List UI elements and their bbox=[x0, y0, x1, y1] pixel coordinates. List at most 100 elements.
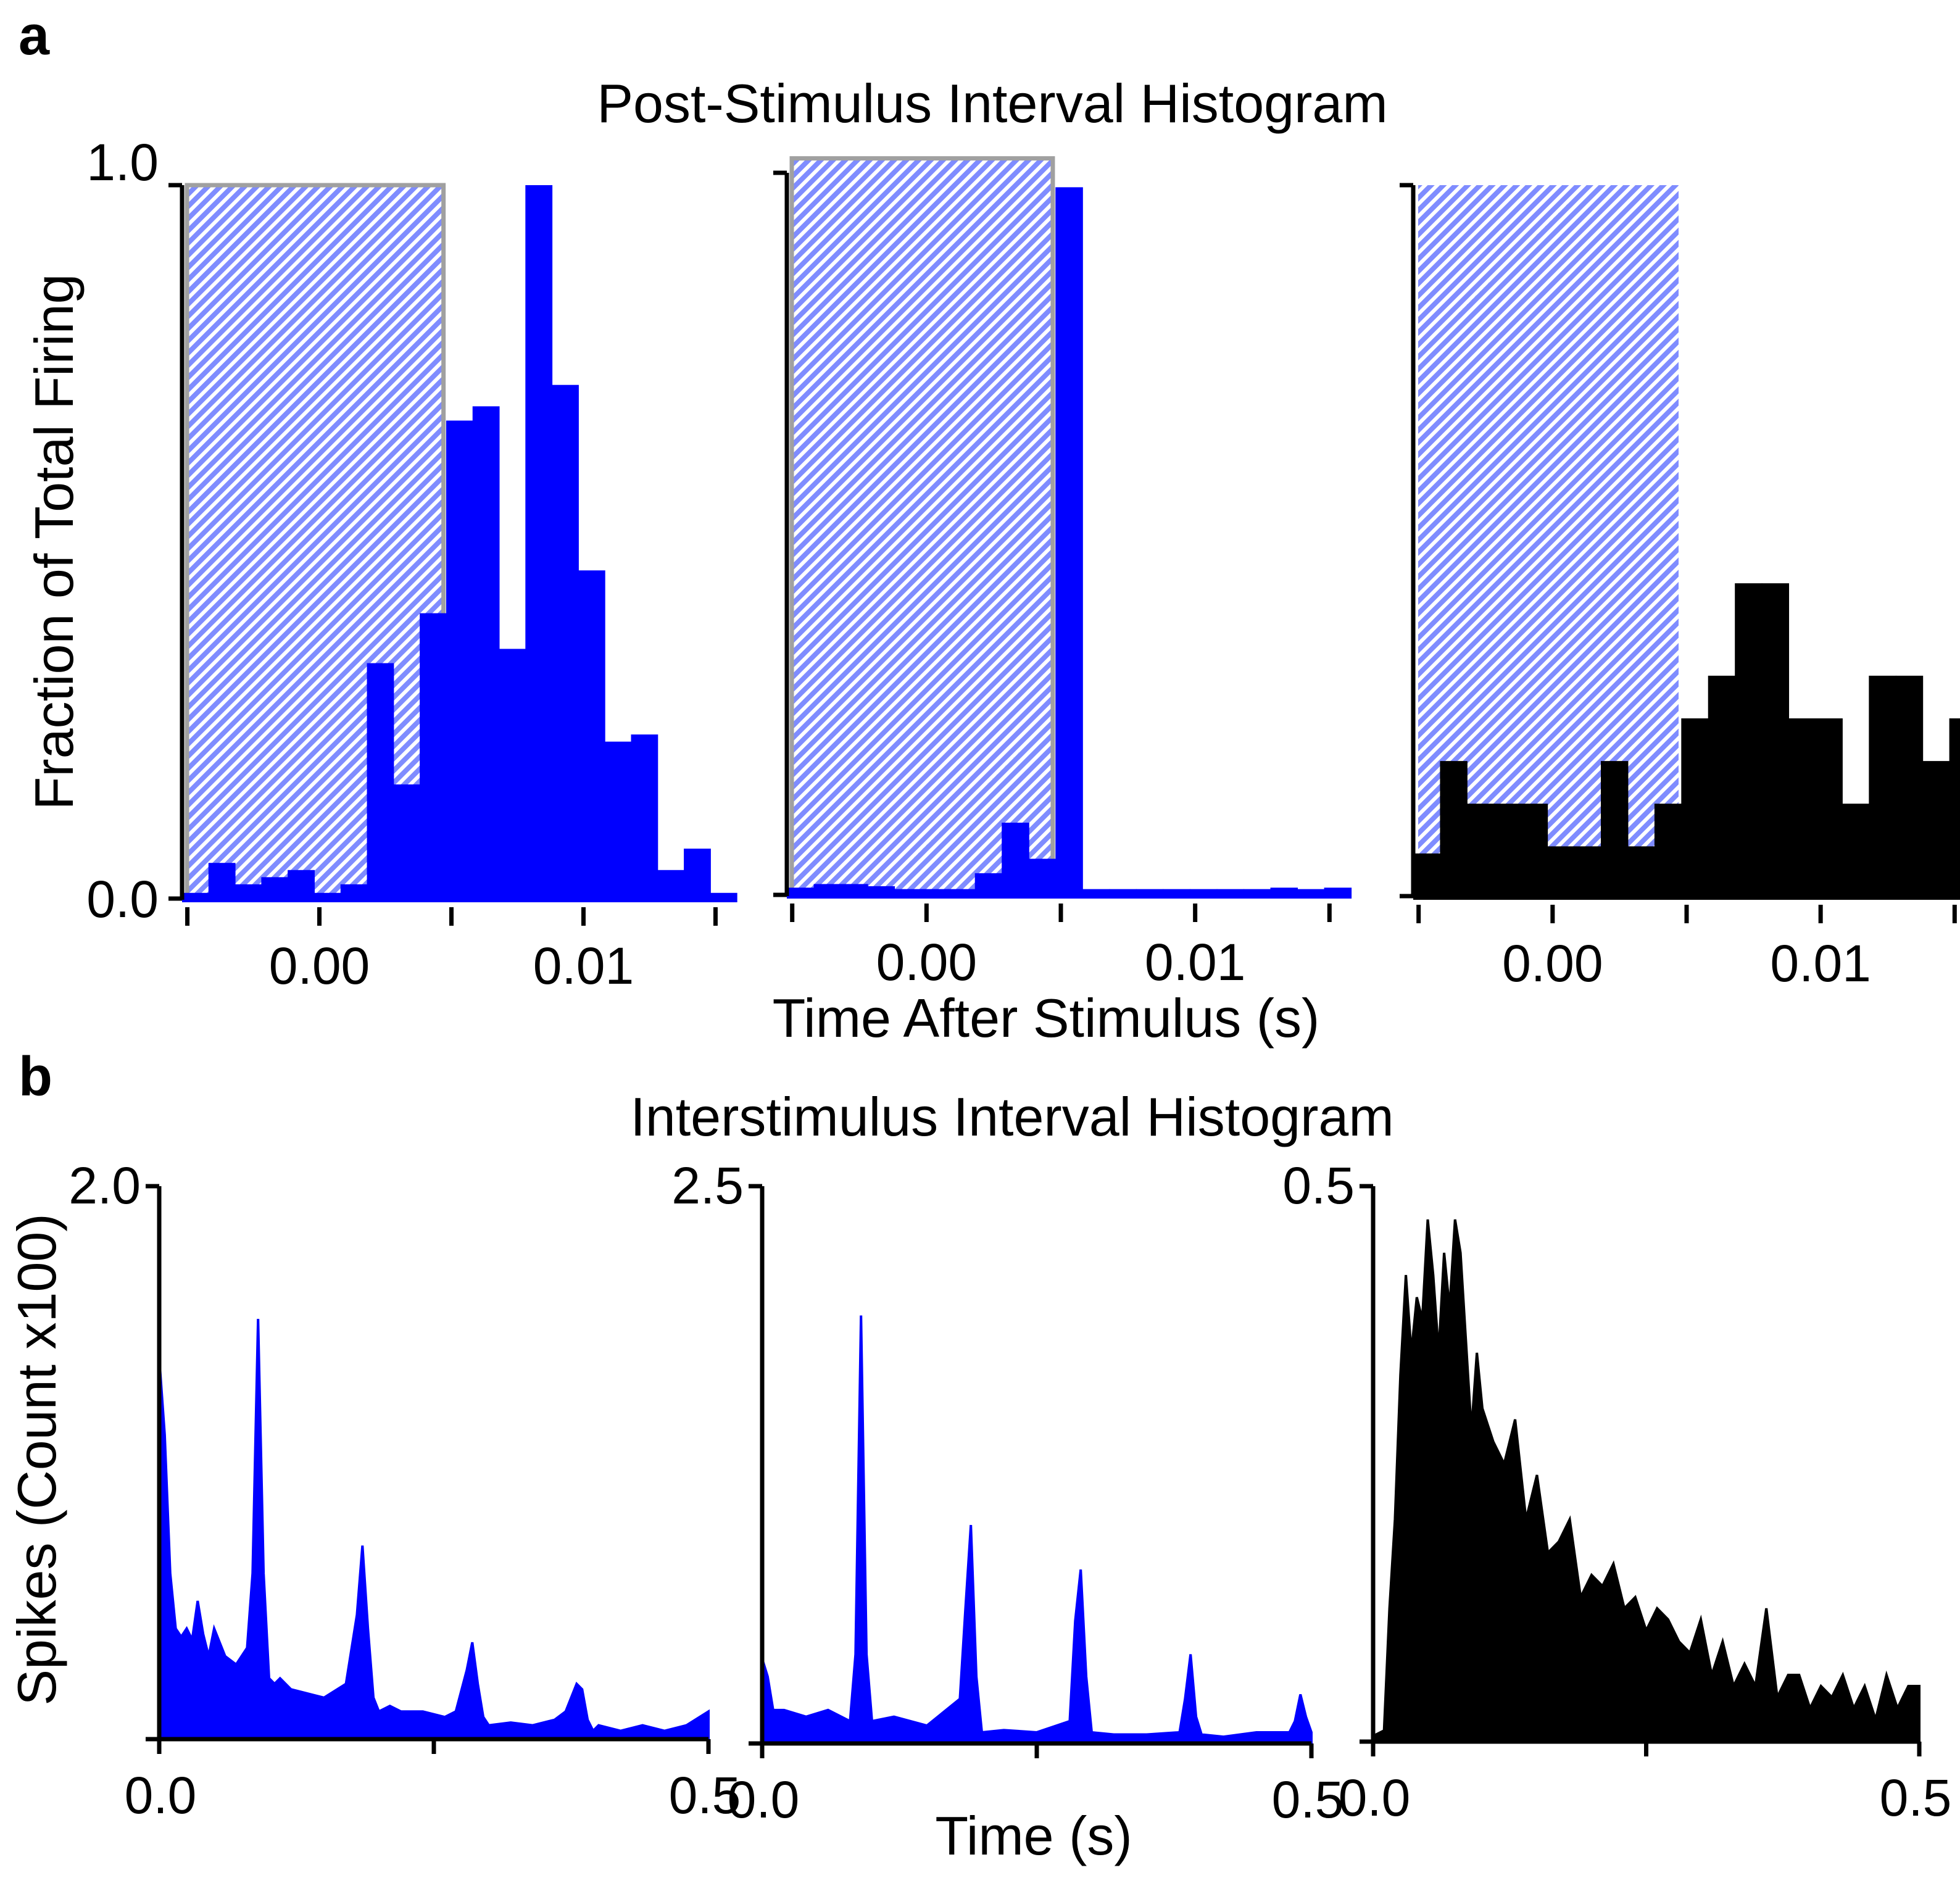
histogram-bar bbox=[1002, 823, 1029, 899]
histogram-bar bbox=[684, 849, 711, 902]
histogram-bar bbox=[1869, 675, 1896, 900]
histogram-bar bbox=[472, 406, 500, 902]
histogram-bar bbox=[1520, 804, 1548, 900]
histogram-bar bbox=[446, 420, 473, 902]
histogram-bar bbox=[420, 613, 447, 902]
stimulus-window bbox=[185, 183, 446, 901]
panel-b-xlabel: Time (s) bbox=[935, 1805, 1132, 1866]
chart-b-1: 0.0 0.5 2.0 bbox=[69, 1157, 741, 1824]
histogram-bar bbox=[393, 784, 421, 902]
histogram-bar bbox=[787, 887, 815, 899]
histogram-bar bbox=[921, 889, 949, 899]
histogram-bar bbox=[657, 870, 685, 902]
y-tick-label: 2.5 bbox=[671, 1157, 744, 1215]
histogram-bar bbox=[1681, 718, 1709, 900]
chart-a-2: 0.00 0.01 bbox=[773, 156, 1352, 991]
x-tick-label: 0.00 bbox=[1502, 934, 1603, 992]
y-tick-label: 0.0 bbox=[86, 870, 159, 928]
histogram-bar bbox=[552, 384, 579, 902]
histogram-bar bbox=[1216, 889, 1244, 899]
histogram-bar bbox=[867, 886, 895, 899]
chart-a-3: 0.00 0.01 bbox=[1400, 183, 1960, 992]
histogram-bar bbox=[1244, 889, 1271, 899]
histogram-bar bbox=[1028, 858, 1057, 899]
histogram-bar bbox=[948, 889, 976, 899]
histogram-bar bbox=[1895, 675, 1924, 900]
histogram-bar bbox=[1440, 761, 1468, 900]
x-tick-label: 0.0 bbox=[1339, 1769, 1411, 1827]
histogram-bar bbox=[1842, 804, 1870, 900]
histogram-bar bbox=[1574, 846, 1602, 900]
histogram-bar bbox=[288, 870, 315, 902]
histogram-bar bbox=[340, 884, 368, 902]
panel-b-title: Interstimulus Interval Histogram bbox=[630, 1086, 1393, 1147]
area-series bbox=[1372, 1219, 1921, 1743]
x-tick-label: 0.01 bbox=[533, 937, 634, 995]
histogram-bar bbox=[1708, 675, 1736, 900]
x-tick-label: 0.0 bbox=[125, 1766, 197, 1824]
histogram-bar bbox=[1109, 889, 1137, 899]
histogram-bar bbox=[631, 734, 658, 902]
histogram-bar bbox=[1493, 804, 1521, 900]
histogram-bar bbox=[1761, 583, 1790, 900]
histogram-bar bbox=[1815, 718, 1843, 900]
histogram-bar bbox=[1055, 187, 1083, 899]
panel-b-letter: b bbox=[19, 1046, 52, 1108]
histogram-bar bbox=[208, 863, 236, 902]
histogram-bar bbox=[1082, 889, 1110, 899]
panel-a-title: Post-Stimulus Interval Histogram bbox=[597, 73, 1387, 134]
histogram-bar bbox=[578, 570, 605, 902]
histogram-bar bbox=[1601, 761, 1629, 900]
x-tick-label: 0.00 bbox=[876, 933, 978, 991]
x-tick-label: 0.01 bbox=[1770, 934, 1871, 992]
histogram-bar bbox=[314, 892, 341, 902]
stimulus-window bbox=[789, 156, 1055, 897]
x-tick-label: 0.5 bbox=[669, 1766, 741, 1824]
histogram-bar bbox=[367, 663, 394, 902]
x-tick-label: 0.0 bbox=[728, 1771, 800, 1829]
histogram-bar bbox=[1413, 853, 1441, 900]
histogram-bar bbox=[1627, 846, 1655, 900]
histogram-bar bbox=[1189, 889, 1218, 899]
chart-b-2: 0.0 0.52.5 bbox=[671, 1157, 1343, 1829]
x-tick-label: 0.01 bbox=[1145, 933, 1246, 991]
histogram-bar bbox=[1949, 718, 1960, 900]
histogram-bar bbox=[182, 892, 209, 902]
x-tick-label: 0.5 bbox=[1880, 1769, 1952, 1827]
histogram-bar bbox=[235, 884, 262, 902]
histogram-bar bbox=[525, 185, 553, 902]
histogram-bar bbox=[1297, 889, 1325, 899]
x-tick-label: 0.00 bbox=[269, 937, 370, 995]
chart-a-1: 0.00 0.01 0.0 1.0 bbox=[86, 133, 737, 995]
histogram-bar bbox=[1136, 889, 1164, 899]
histogram-bar bbox=[1654, 804, 1682, 900]
panel-b-ylabel: Spikes (Count x100) bbox=[6, 1213, 67, 1705]
chart-b-3: 0.0 0.5 0.5 bbox=[1282, 1157, 1951, 1827]
histogram-bar bbox=[841, 884, 868, 899]
histogram-bar bbox=[1270, 887, 1298, 899]
histogram-bar bbox=[604, 741, 632, 902]
histogram-bar bbox=[1788, 718, 1816, 900]
x-tick-label: 0.5 bbox=[1272, 1771, 1344, 1829]
histogram-bar bbox=[813, 884, 842, 899]
histogram-bar bbox=[974, 873, 1003, 899]
panel-a-xlabel: Time After Stimulus (s) bbox=[773, 987, 1320, 1049]
histogram-bar bbox=[1547, 846, 1575, 900]
y-tick-label: 2.0 bbox=[69, 1157, 141, 1215]
histogram-bar bbox=[1466, 804, 1495, 900]
panel-a-letter: a bbox=[19, 5, 50, 67]
histogram-bar bbox=[1735, 583, 1763, 900]
plots: 0.00 0.010.01.00.00 0.01 0.00 0.010.0 0.52.00… bbox=[69, 133, 1960, 1829]
histogram-bar bbox=[894, 889, 922, 899]
area-series bbox=[158, 1318, 710, 1740]
histogram-bar bbox=[1922, 761, 1950, 900]
y-tick-label: 1.0 bbox=[86, 133, 159, 191]
panel-a-ylabel: Fraction of Total Firing bbox=[23, 274, 85, 810]
area-series bbox=[761, 1315, 1313, 1745]
histogram-bar bbox=[710, 892, 737, 902]
histogram-bar bbox=[1324, 887, 1352, 899]
histogram-bar bbox=[499, 649, 526, 902]
histogram-bar bbox=[261, 877, 289, 902]
histogram-bar bbox=[1163, 889, 1190, 899]
